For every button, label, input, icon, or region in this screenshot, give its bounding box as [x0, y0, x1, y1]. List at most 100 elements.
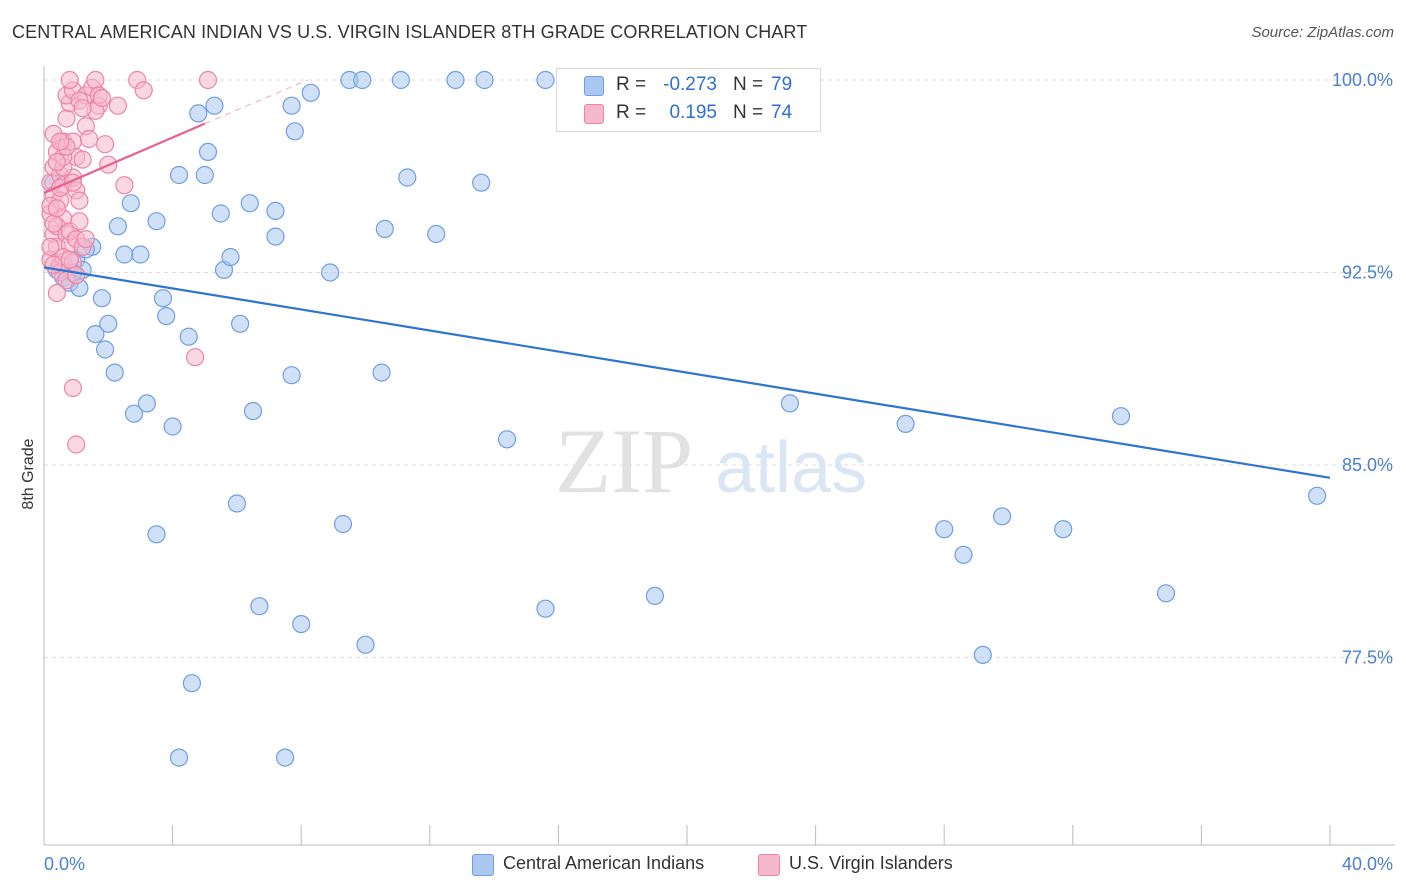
legend-swatch-blue — [472, 854, 494, 876]
data-point — [1054, 520, 1073, 539]
data-point — [169, 165, 189, 185]
y-tick-label: 85.0% — [1342, 455, 1393, 475]
data-point — [157, 307, 176, 326]
watermark-zip: ZIP — [555, 410, 693, 512]
data-point — [1307, 486, 1327, 505]
series-us-virgin-islanders — [41, 70, 218, 454]
data-point — [497, 430, 517, 449]
x-tick-label: 40.0% — [1342, 854, 1393, 874]
data-point — [645, 586, 665, 606]
data-point — [163, 417, 182, 436]
data-point — [292, 614, 311, 634]
data-point — [115, 176, 134, 195]
data-points — [41, 70, 1327, 767]
legend-r-label: R = — [616, 74, 647, 95]
data-point — [372, 363, 391, 382]
data-point — [153, 289, 173, 308]
trend-lines — [43, 79, 1331, 479]
data-point — [147, 525, 166, 544]
legend-row-virgin-islander: R = 0.195 N = 74 — [557, 101, 820, 127]
data-point — [536, 599, 555, 618]
data-point — [124, 404, 144, 423]
legend-n-value: 79 — [771, 74, 793, 95]
data-point — [472, 173, 491, 192]
data-point — [243, 402, 263, 421]
trend-line-central-american — [43, 266, 1331, 479]
data-point — [147, 212, 166, 231]
data-point — [67, 266, 86, 285]
data-point — [992, 507, 1012, 526]
data-point — [954, 545, 973, 564]
data-point — [935, 520, 954, 539]
y-tick-label: 92.5% — [1342, 263, 1393, 283]
axes — [43, 66, 1395, 846]
data-point — [137, 394, 156, 413]
source-credit: Source: ZipAtlas.com — [1251, 24, 1394, 41]
data-point — [276, 748, 295, 767]
data-point — [70, 212, 89, 231]
data-point — [285, 122, 304, 141]
data-point — [198, 142, 218, 161]
legend-swatch-pink — [584, 104, 604, 124]
data-point — [189, 104, 208, 123]
data-point — [57, 109, 76, 128]
gridlines — [44, 79, 1395, 658]
data-point — [47, 283, 67, 303]
data-point — [221, 248, 240, 267]
data-point — [973, 645, 992, 665]
data-point — [195, 165, 214, 185]
data-point — [1156, 584, 1176, 603]
data-point — [86, 325, 105, 344]
legend-row-central-american: R = -0.273 N = 79 — [557, 73, 820, 99]
data-point — [41, 237, 60, 256]
y-tick-label: 100.0% — [1332, 70, 1393, 90]
watermark: ZIP atlas — [555, 410, 867, 512]
data-point — [227, 494, 246, 513]
data-point — [92, 289, 112, 308]
data-point — [896, 414, 915, 433]
data-point — [95, 340, 115, 359]
data-point — [60, 70, 79, 90]
data-point — [86, 70, 105, 90]
data-point — [231, 314, 250, 333]
legend-label: Central American Indians — [503, 853, 705, 873]
data-point — [73, 150, 92, 169]
data-point — [321, 263, 340, 282]
data-point — [73, 99, 92, 118]
data-point — [475, 70, 494, 90]
trend-line-virgin-islander — [43, 122, 206, 194]
data-point — [536, 70, 555, 90]
legend-n-label: N = — [733, 102, 764, 123]
data-point — [108, 217, 128, 236]
data-point — [446, 70, 465, 90]
data-point — [266, 227, 285, 246]
x-tick-label: 0.0% — [44, 854, 85, 874]
data-point — [282, 96, 301, 115]
data-point — [240, 194, 259, 213]
stats-legend: R = -0.273 N = 79 R = 0.195 N = 74 — [556, 68, 821, 132]
data-point — [47, 153, 67, 172]
data-point — [780, 394, 800, 413]
y-tick-label: 77.5% — [1342, 648, 1393, 668]
data-point — [169, 748, 189, 767]
data-point — [333, 514, 353, 534]
data-point — [179, 327, 198, 346]
legend-n-value: 74 — [771, 102, 793, 123]
watermark-atlas: atlas — [715, 428, 867, 508]
data-point — [131, 245, 150, 264]
data-point — [427, 224, 446, 244]
data-point — [95, 135, 115, 154]
data-point — [182, 674, 201, 693]
data-point — [115, 245, 134, 264]
data-point — [205, 96, 224, 115]
legend-swatch-blue — [584, 76, 604, 96]
legend-swatch-pink — [758, 854, 780, 876]
data-point — [105, 363, 124, 382]
y-axis-label-wrap: 8th Grade — [14, 420, 44, 540]
data-point — [198, 70, 218, 90]
chart-title: CENTRAL AMERICAN INDIAN VS U.S. VIRGIN I… — [12, 22, 808, 42]
legend-label: U.S. Virgin Islanders — [789, 853, 953, 873]
data-point — [353, 70, 372, 90]
data-point — [79, 129, 99, 149]
